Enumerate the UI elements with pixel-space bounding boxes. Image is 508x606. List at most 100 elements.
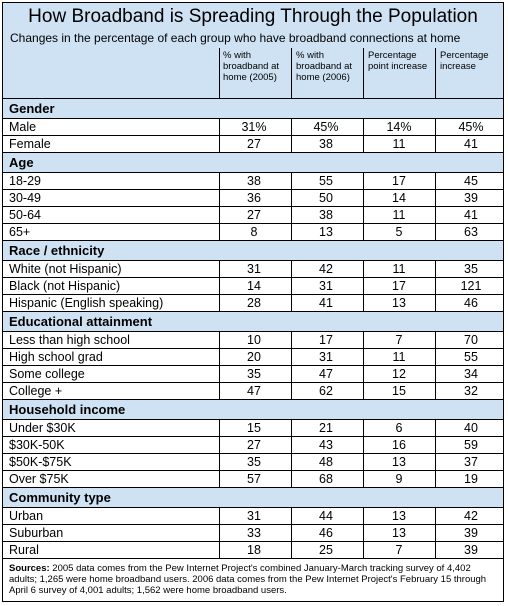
- cell-value: 39: [464, 543, 478, 557]
- cell-divider: [363, 119, 364, 136]
- column-divider: [363, 48, 364, 98]
- cell-divider: [435, 261, 436, 278]
- cell-divider: [291, 295, 292, 312]
- row-label: 30-49: [9, 191, 41, 205]
- table-row: White (not Hispanic) 31 42 11 35: [3, 261, 503, 278]
- table-row: College + 47 62 15 32: [3, 383, 503, 400]
- table-row: 18-29 38 55 17 45: [3, 173, 503, 190]
- cell-value: 10: [247, 333, 261, 347]
- section-header: Household income: [3, 400, 503, 420]
- cell-value: 59: [464, 438, 478, 452]
- cell-divider: [291, 525, 292, 542]
- cell-divider: [363, 173, 364, 190]
- cell-value: 68: [319, 472, 333, 486]
- cell-divider: [435, 349, 436, 366]
- row-label: $50K-$75K: [9, 455, 72, 469]
- cell-divider: [291, 420, 292, 437]
- table-row: Male 31% 45% 14% 45%: [3, 119, 503, 136]
- cell-divider: [435, 366, 436, 383]
- cell-divider: [363, 332, 364, 349]
- cell-value: 44: [319, 509, 333, 523]
- cell-divider: [219, 136, 220, 153]
- cell-value: 6: [395, 421, 403, 435]
- column-header-2005: % with broadband at home (2005): [223, 50, 279, 83]
- cell-value: 34: [464, 367, 478, 381]
- table-row: High school grad 20 31 11 55: [3, 349, 503, 366]
- cell-value: 13: [392, 526, 406, 540]
- row-label: 18-29: [9, 174, 41, 188]
- cell-value: 13: [392, 509, 406, 523]
- cell-divider: [291, 278, 292, 295]
- cell-value: 14: [247, 279, 261, 293]
- cell-value: 38: [319, 208, 333, 222]
- cell-value: 11: [392, 262, 406, 276]
- cell-value: 25: [319, 543, 333, 557]
- cell-value: 11: [392, 137, 406, 151]
- table-row: Over $75K 57 68 9 19: [3, 471, 503, 488]
- cell-value: 27: [247, 208, 261, 222]
- cell-value: 11: [392, 208, 406, 222]
- cell-divider: [363, 224, 364, 241]
- cell-value: 9: [395, 472, 403, 486]
- row-label: 65+: [9, 225, 31, 239]
- cell-divider: [435, 542, 436, 559]
- table-row: Some college 35 47 12 34: [3, 366, 503, 383]
- cell-divider: [219, 295, 220, 312]
- cell-value: 45: [464, 174, 478, 188]
- section-header: Gender: [3, 99, 503, 119]
- cell-value: 40: [464, 421, 478, 435]
- cell-value: 50: [319, 191, 333, 205]
- cell-divider: [363, 471, 364, 488]
- column-header-percent-increase: Percentage increase: [440, 50, 489, 72]
- table-row: Female 27 38 11 41: [3, 136, 503, 153]
- table-row: 65+ 8 13 5 63: [3, 224, 503, 241]
- cell-value: 41: [319, 296, 333, 310]
- cell-value: 55: [319, 174, 333, 188]
- row-label: 50-64: [9, 208, 41, 222]
- cell-value: 46: [319, 526, 333, 540]
- cell-divider: [219, 349, 220, 366]
- cell-value: 31: [247, 509, 261, 523]
- cell-divider: [219, 190, 220, 207]
- cell-value: 31: [319, 279, 333, 293]
- cell-divider: [363, 542, 364, 559]
- cell-divider: [435, 471, 436, 488]
- cell-value: 32: [464, 384, 478, 398]
- row-label: Female: [9, 137, 51, 151]
- column-header-point-increase: Percentage point increase: [368, 50, 428, 72]
- cell-divider: [363, 454, 364, 471]
- cell-value: 13: [392, 455, 406, 469]
- cell-divider: [219, 332, 220, 349]
- cell-divider: [363, 366, 364, 383]
- cell-divider: [435, 224, 436, 241]
- cell-divider: [363, 349, 364, 366]
- cell-value: 13: [392, 296, 406, 310]
- cell-divider: [435, 119, 436, 136]
- cell-value: 38: [247, 174, 261, 188]
- column-divider: [291, 48, 292, 98]
- cell-divider: [219, 420, 220, 437]
- cell-value: 121: [460, 279, 482, 293]
- cell-divider: [291, 207, 292, 224]
- cell-value: 27: [247, 438, 261, 452]
- cell-divider: [435, 278, 436, 295]
- cell-divider: [291, 119, 292, 136]
- cell-divider: [219, 173, 220, 190]
- cell-value: 42: [464, 509, 478, 523]
- cell-divider: [435, 173, 436, 190]
- table-row: 30-49 36 50 14 39: [3, 190, 503, 207]
- cell-value: 36: [247, 191, 261, 205]
- cell-divider: [363, 136, 364, 153]
- cell-divider: [291, 454, 292, 471]
- cell-divider: [291, 332, 292, 349]
- cell-divider: [435, 508, 436, 525]
- section-header: Age: [3, 153, 503, 173]
- section-header: Community type: [3, 488, 503, 508]
- table-title: How Broadband is Spreading Through the P…: [3, 3, 503, 30]
- cell-divider: [291, 366, 292, 383]
- column-header-row: % with broadband at home (2005) % with b…: [3, 48, 503, 99]
- row-label: Under $30K: [9, 421, 76, 435]
- row-label: College +: [9, 384, 63, 398]
- cell-divider: [219, 542, 220, 559]
- cell-value: 21: [319, 421, 333, 435]
